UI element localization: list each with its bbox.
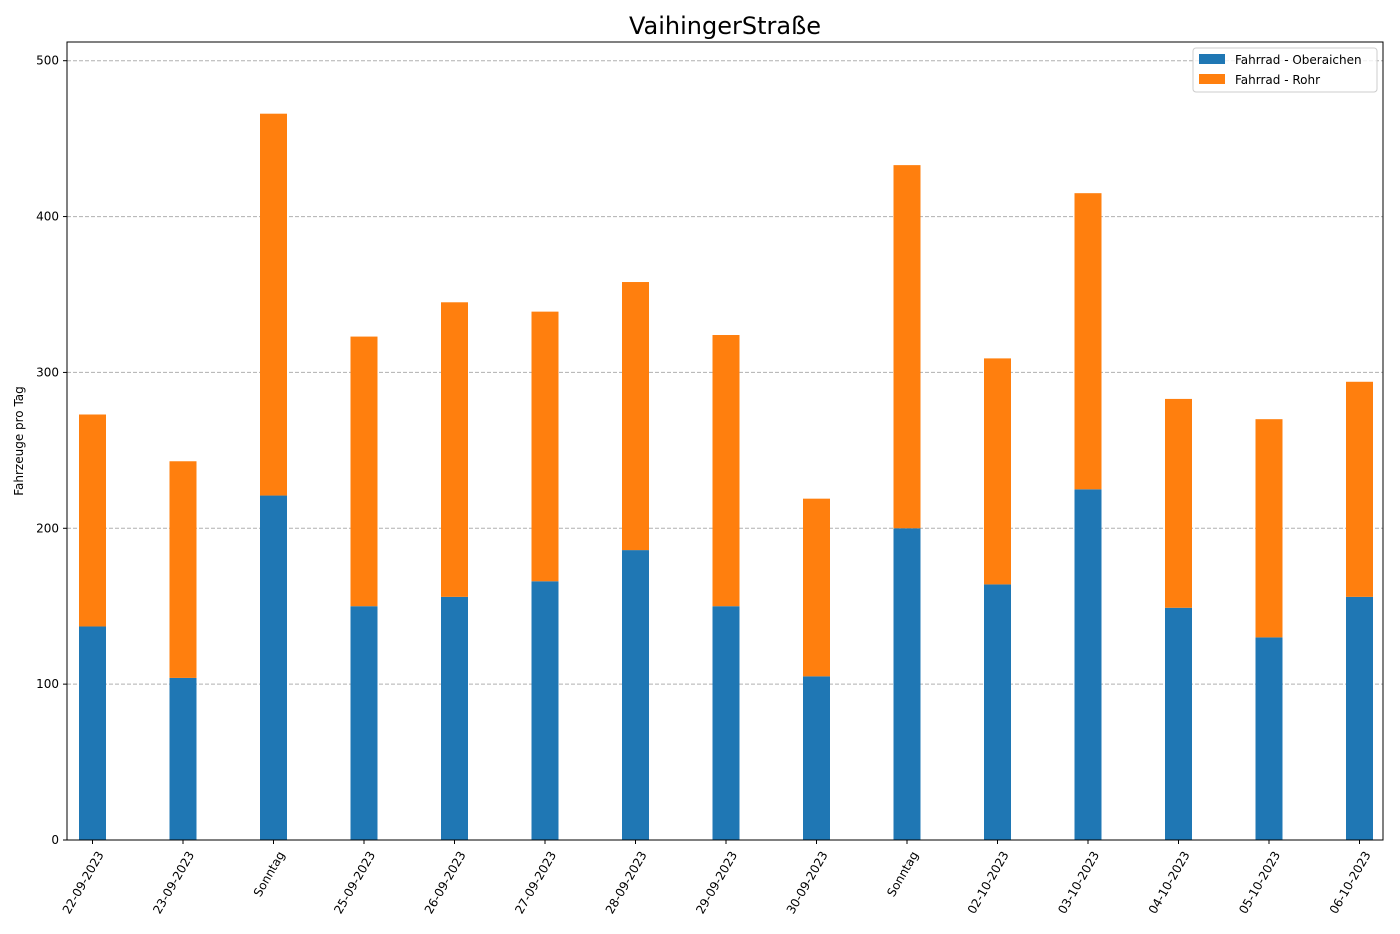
bar-oberaichen-10 xyxy=(984,584,1011,840)
bar-rohr-11 xyxy=(1074,193,1102,490)
bars xyxy=(79,113,1373,840)
bar-oberaichen-8 xyxy=(803,676,830,840)
bar-oberaichen-3 xyxy=(350,606,378,840)
bar-oberaichen-4 xyxy=(441,596,468,840)
bar-oberaichen-0 xyxy=(79,626,106,840)
bar-oberaichen-1 xyxy=(169,677,197,840)
x-tick-label: 28-09-2023 xyxy=(603,849,650,916)
x-axis: 22-09-2023 23-09-2023 Sonntag 25-09-2023 26-… xyxy=(60,840,1374,916)
x-tick-label: 02-10-2023 xyxy=(965,849,1012,916)
bar-rohr-6 xyxy=(622,282,649,551)
bar-rohr-14 xyxy=(1346,381,1373,597)
y-tick-label: 300 xyxy=(36,365,59,379)
bar-rohr-9 xyxy=(893,165,921,529)
x-tick-label: 29-09-2023 xyxy=(693,849,740,916)
plot-frame xyxy=(66,41,1384,841)
x-tick-label: 06-10-2023 xyxy=(1327,849,1374,916)
bar-oberaichen-13 xyxy=(1255,637,1283,840)
bar-rohr-5 xyxy=(531,311,559,582)
bar-oberaichen-6 xyxy=(622,550,649,840)
bar-oberaichen-14 xyxy=(1346,596,1373,840)
x-tick-label: 25-09-2023 xyxy=(331,849,378,916)
y-tick-label: 200 xyxy=(36,521,59,535)
x-tick-label: 30-09-2023 xyxy=(784,849,831,916)
y-tick-label: 500 xyxy=(36,54,59,68)
bar-rohr-2 xyxy=(260,113,287,496)
legend-label-rohr: Fahrrad - Rohr xyxy=(1235,73,1320,87)
x-tick-label: 23-09-2023 xyxy=(150,849,197,916)
x-tick-label: Sonntag xyxy=(884,849,921,899)
y-tick-label: 100 xyxy=(36,677,59,691)
bar-rohr-1 xyxy=(169,461,197,678)
bar-oberaichen-2 xyxy=(260,495,287,840)
bar-rohr-4 xyxy=(441,302,468,597)
bar-oberaichen-7 xyxy=(712,606,740,840)
bar-rohr-7 xyxy=(712,335,740,607)
legend-box xyxy=(1192,47,1378,93)
x-tick-label: 22-09-2023 xyxy=(60,849,107,916)
y-tick-label: 400 xyxy=(36,210,59,224)
bar-rohr-12 xyxy=(1165,398,1192,608)
bar-oberaichen-12 xyxy=(1165,607,1192,840)
bar-rohr-10 xyxy=(984,358,1011,585)
bar-rohr-0 xyxy=(79,414,106,627)
y-axis: 0 100 200 300 400 500 xyxy=(36,54,67,847)
y-tick-label: 0 xyxy=(51,833,59,847)
bar-rohr-8 xyxy=(803,498,830,677)
y-axis-title: Fahrzeuge pro Tag xyxy=(12,386,26,496)
bar-oberaichen-9 xyxy=(893,528,921,840)
legend-label-oberaichen: Fahrrad - Oberaichen xyxy=(1235,53,1362,67)
legend-swatch-rohr xyxy=(1199,74,1225,84)
x-tick-label: 04-10-2023 xyxy=(1146,849,1193,916)
x-tick-label: 05-10-2023 xyxy=(1236,849,1283,916)
x-tick-label: 26-09-2023 xyxy=(422,849,469,916)
legend-swatch-oberaichen xyxy=(1199,54,1225,64)
legend: Fahrrad - Oberaichen Fahrrad - Rohr xyxy=(1192,47,1378,93)
bar-rohr-3 xyxy=(350,336,378,607)
bar-rohr-13 xyxy=(1255,419,1283,638)
x-tick-label: 27-09-2023 xyxy=(512,849,559,916)
bar-oberaichen-11 xyxy=(1074,489,1102,840)
x-tick-label: 03-10-2023 xyxy=(1055,849,1102,916)
bar-oberaichen-5 xyxy=(531,581,559,840)
x-tick-label: Sonntag xyxy=(251,849,288,899)
chart-title: VaihingerStraße xyxy=(629,12,821,40)
